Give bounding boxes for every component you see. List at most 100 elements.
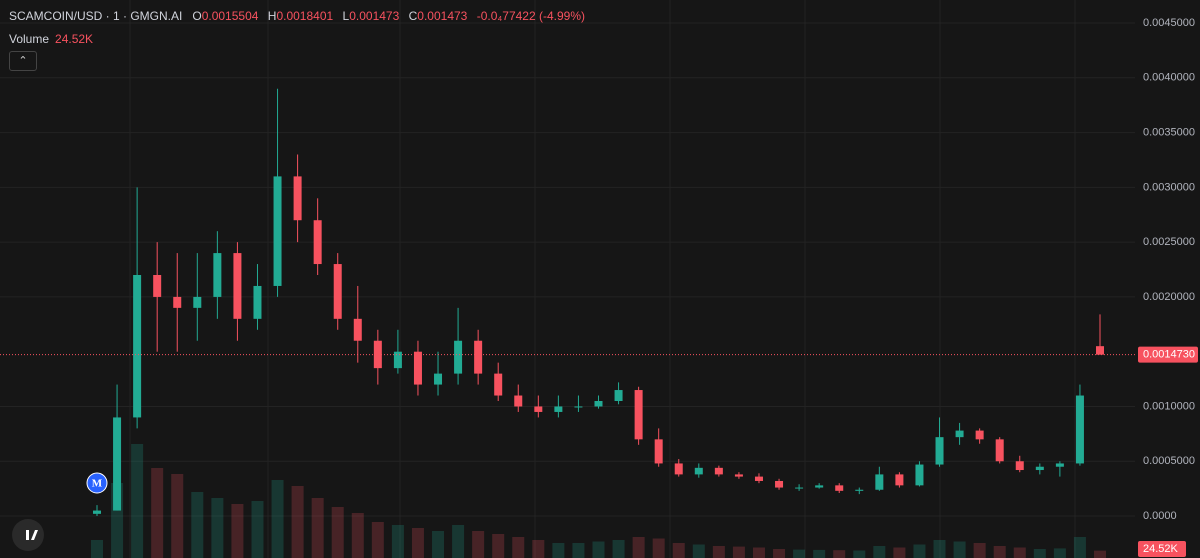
- volume-bar: [311, 498, 324, 558]
- candle: [273, 88, 282, 297]
- candle-body: [614, 390, 623, 401]
- candle-body: [113, 417, 122, 511]
- volume-bar: [973, 543, 986, 558]
- candle: [574, 395, 583, 412]
- volume-bar: [933, 540, 946, 558]
- candle-body: [895, 474, 904, 486]
- volume-bar: [472, 531, 485, 558]
- volume-bar: [351, 513, 364, 558]
- volume-bar: [91, 540, 103, 558]
- candle-body: [273, 176, 282, 286]
- candle-body: [815, 485, 824, 488]
- candle: [353, 285, 362, 363]
- candle-body: [1055, 463, 1064, 467]
- candle: [935, 417, 944, 467]
- candle-body: [93, 510, 101, 514]
- candle-body: [534, 406, 543, 412]
- header: SCAMCOIN/USD · 1 · GMGN.AI O0.0015504 H0…: [9, 9, 591, 23]
- volume-bar: [371, 522, 384, 558]
- candle-body: [775, 480, 784, 488]
- candle: [233, 242, 242, 341]
- volume-label-bg: [1138, 541, 1186, 557]
- candle: [955, 422, 964, 445]
- candle-body: [1075, 395, 1084, 464]
- candle: [293, 154, 302, 243]
- volume-bar: [1033, 549, 1046, 558]
- volume-bar: [893, 547, 906, 558]
- value: 0.0018401: [276, 9, 334, 23]
- volume-bar: [1013, 547, 1026, 558]
- candle: [1075, 384, 1084, 466]
- volume-bar: [131, 444, 144, 558]
- volume-bar: [592, 541, 605, 558]
- candle: [413, 340, 422, 396]
- candle-body: [975, 430, 984, 440]
- candle: [714, 465, 723, 477]
- marker-circle: [86, 472, 108, 494]
- candle-body: [734, 474, 743, 477]
- candle-body: [173, 296, 182, 308]
- value: 0.001473: [417, 9, 468, 23]
- candle-body: [153, 275, 162, 297]
- candle-body: [955, 430, 964, 438]
- volume-bar: [291, 486, 304, 558]
- candle-body: [875, 474, 884, 490]
- candle: [775, 478, 784, 490]
- volume-bar: [833, 550, 846, 558]
- candle: [734, 472, 743, 479]
- candle-body: [855, 489, 864, 491]
- volume-bar: [712, 546, 725, 558]
- candle: [815, 483, 824, 489]
- candle-body: [714, 467, 723, 475]
- collapse-button[interactable]: ⌃: [9, 51, 37, 71]
- volume-bar: [432, 531, 445, 558]
- label: L: [342, 9, 350, 23]
- volume-bar: [452, 525, 465, 558]
- candle: [393, 329, 402, 374]
- candle-body: [574, 406, 583, 408]
- candle: [795, 484, 804, 491]
- candle-body: [193, 296, 202, 308]
- candle: [494, 362, 503, 401]
- candle-body: [674, 463, 683, 475]
- candle-body: [634, 390, 643, 440]
- volume-bar: [632, 537, 645, 558]
- candle-body: [213, 253, 222, 297]
- y-tick-label: 0.0030000: [1143, 181, 1195, 193]
- candle: [534, 395, 543, 418]
- volume-bar: [853, 550, 866, 558]
- volume-bar: [492, 534, 505, 558]
- candle: [133, 187, 142, 429]
- candle: [875, 466, 884, 491]
- candle: [694, 463, 703, 478]
- volume-bar: [211, 498, 224, 558]
- volume-bar: [692, 544, 705, 558]
- volume-bar: [231, 504, 244, 558]
- label: O: [192, 9, 202, 23]
- volume-value: 24.52K: [55, 32, 94, 46]
- candle: [113, 384, 122, 511]
- candle: [835, 483, 844, 494]
- y-tick-label: 0.0035000: [1143, 126, 1195, 138]
- volume-bar: [151, 468, 164, 558]
- candle: [474, 329, 483, 385]
- candle-body: [835, 485, 844, 491]
- value: 0.001473: [349, 9, 400, 23]
- label: H: [267, 9, 277, 23]
- candle-body: [494, 373, 503, 396]
- candle-body: [434, 373, 443, 385]
- symbol: SCAMCOIN/USD · 1 · GMGN.AI: [9, 9, 183, 23]
- candle-body: [935, 437, 944, 465]
- volume-bar: [813, 549, 826, 558]
- candle-body: [373, 340, 382, 369]
- volume-bar: [732, 546, 745, 558]
- candle: [373, 329, 382, 385]
- candle: [634, 386, 643, 445]
- candle: [915, 461, 924, 487]
- candle: [434, 351, 443, 396]
- candle-body: [514, 395, 523, 407]
- price-label: 0.0014730: [1143, 349, 1195, 361]
- volume-bar: [913, 544, 926, 558]
